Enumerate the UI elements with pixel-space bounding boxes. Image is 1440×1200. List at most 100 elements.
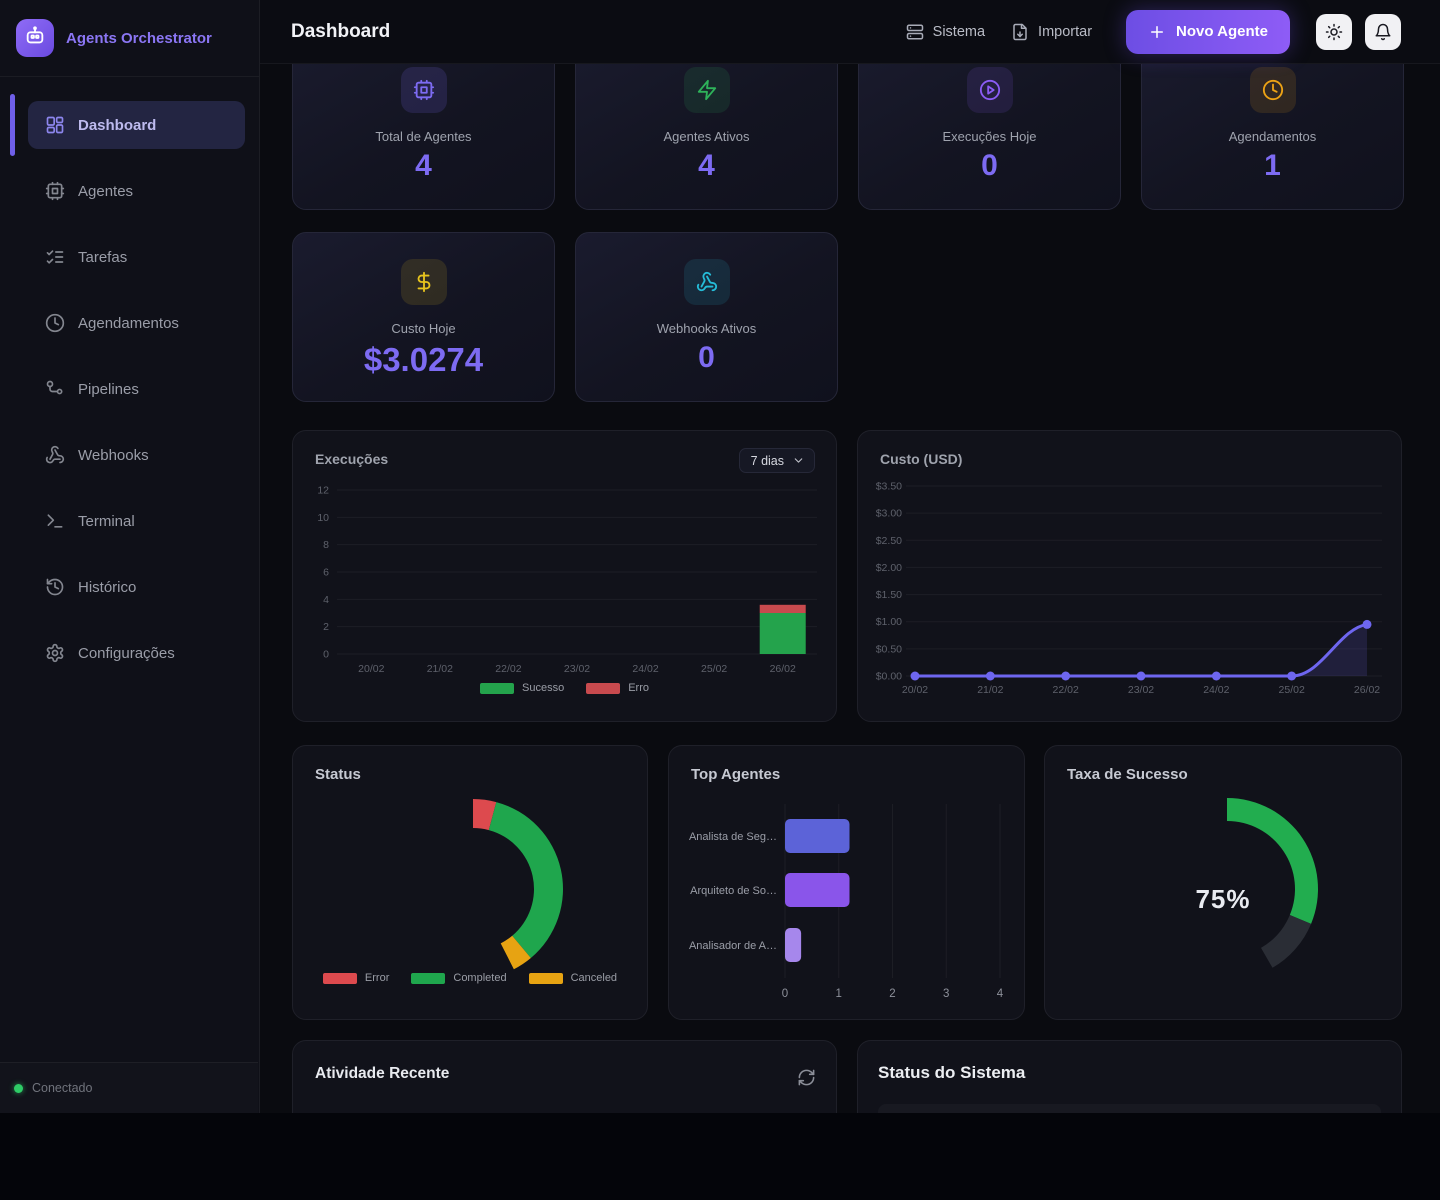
file-download-icon	[1011, 23, 1029, 41]
svg-text:4: 4	[323, 594, 329, 606]
sidebar-item-pipelines[interactable]: Pipelines	[28, 365, 245, 413]
server-icon	[906, 23, 924, 41]
atividade-title: Atividade Recente	[315, 1065, 450, 1082]
cpu-icon	[45, 181, 65, 201]
history-icon	[45, 577, 65, 597]
play-circle-icon	[966, 67, 1013, 113]
svg-text:26/02: 26/02	[770, 663, 796, 675]
stat-label: Execuções Hoje	[942, 129, 1037, 144]
sidebar-item-configuracoes[interactable]: Configurações	[28, 629, 245, 677]
stat-value: 0	[981, 149, 998, 182]
sidebar-item-dashboard[interactable]: Dashboard	[10, 94, 245, 156]
svg-text:$3.50: $3.50	[876, 481, 902, 493]
custo-title: Custo (USD)	[880, 451, 963, 467]
svg-text:22/02: 22/02	[1053, 684, 1079, 696]
stat-value: 0	[698, 341, 715, 374]
sidebar: Agents Orchestrator Dashboard Agentes Ta…	[0, 0, 260, 1113]
chevron-down-icon	[792, 454, 805, 467]
execucoes-chart: 0 2 4 6 8 10 12 20/02 21/02 22/02 23/02 24/02 25/02 2…	[293, 431, 836, 721]
sidebar-item-webhooks[interactable]: Webhooks	[28, 431, 245, 479]
svg-text:6: 6	[323, 567, 329, 579]
sun-icon	[1325, 23, 1343, 41]
webhook-icon	[45, 445, 65, 465]
legend-item: Erro	[586, 682, 649, 694]
main-area: Dashboard Sistema Importar Novo Agente	[260, 0, 1440, 1113]
bell-icon	[1374, 23, 1392, 41]
svg-text:3: 3	[943, 988, 949, 1000]
stat-label: Total de Agentes	[375, 129, 472, 144]
brand-name: Agents Orchestrator	[66, 29, 212, 47]
svg-text:23/02: 23/02	[1128, 684, 1154, 696]
status-sistema-title: Status do Sistema	[878, 1063, 1026, 1082]
webhook-icon	[683, 259, 730, 305]
svg-text:25/02: 25/02	[1279, 684, 1305, 696]
header: Dashboard Sistema Importar Novo Agente	[260, 0, 1440, 64]
refresh-icon	[797, 1068, 816, 1087]
svg-text:$0.00: $0.00	[876, 671, 902, 683]
stat-card-2: Execuções Hoje 0	[858, 40, 1121, 210]
svg-text:Analisador de A…: Analisador de A…	[689, 940, 777, 952]
stat-label: Webhooks Ativos	[656, 321, 757, 336]
svg-text:$1.50: $1.50	[876, 589, 902, 601]
bot-logo-icon	[16, 19, 54, 57]
svg-text:$0.50: $0.50	[876, 643, 902, 655]
importar-button[interactable]: Importar	[1011, 23, 1092, 41]
dashboard-icon	[45, 115, 65, 135]
svg-text:24/02: 24/02	[1203, 684, 1229, 696]
sidebar-item-historico[interactable]: Histórico	[28, 563, 245, 611]
svg-text:12: 12	[317, 485, 329, 497]
svg-text:10: 10	[317, 512, 329, 524]
refresh-button[interactable]	[797, 1068, 816, 1087]
stat-value: $3.0274	[363, 341, 484, 378]
notifications-button[interactable]	[1365, 13, 1401, 50]
svg-text:4: 4	[997, 988, 1004, 1000]
taxa-sucesso-title: Taxa de Sucesso	[1067, 766, 1188, 783]
stat-card-5: Webhooks Ativos 0	[575, 232, 838, 402]
status-donut-chart	[293, 746, 647, 1019]
custo-chart: $0.00 $0.50 $1.00 $1.50 $2.00 $2.50 $3.00 $3.50…	[858, 431, 1401, 721]
sidebar-item-tarefas[interactable]: Tarefas	[28, 233, 245, 281]
top-agentes-panel: 0 1 2 3 4 Analista de Seg… Arquiteto de So… Ana…	[668, 745, 1025, 1020]
execucoes-legend: Sucesso Erro	[293, 682, 836, 694]
plus-icon	[1148, 23, 1166, 41]
sidebar-item-agentes[interactable]: Agentes	[28, 167, 245, 215]
stat-card-0: Total de Agentes 4	[292, 40, 555, 210]
sistema-button[interactable]: Sistema	[906, 23, 985, 41]
app-root: Agents Orchestrator Dashboard Agentes Ta…	[0, 0, 1440, 1113]
svg-text:0: 0	[323, 649, 329, 661]
stat-label: Agentes Ativos	[663, 129, 750, 144]
svg-text:Arquiteto de So…: Arquiteto de So…	[690, 885, 777, 897]
pipeline-icon	[45, 379, 65, 399]
svg-text:Analista de Seg…: Analista de Seg…	[689, 831, 777, 843]
svg-text:25/02: 25/02	[701, 663, 727, 675]
theme-toggle-button[interactable]	[1316, 13, 1352, 50]
taxa-sucesso-value: 75%	[1195, 884, 1251, 914]
legend-item: Error	[322, 972, 389, 984]
stat-card-1: Agentes Ativos 4	[575, 40, 838, 210]
status-sistema-content	[878, 1104, 1381, 1113]
execucoes-title: Execuções	[315, 451, 389, 467]
top-agentes-title: Top Agentes	[691, 766, 781, 783]
range-selector-dropdown[interactable]: 7 dias	[738, 448, 815, 473]
sidebar-item-terminal[interactable]: Terminal	[28, 497, 245, 545]
clock-icon	[1249, 67, 1296, 113]
legend-item: Canceled	[528, 972, 617, 984]
taxa-sucesso-gauge	[1045, 746, 1401, 1019]
svg-text:22/02: 22/02	[495, 663, 521, 675]
svg-text:$2.50: $2.50	[876, 535, 902, 547]
svg-text:24/02: 24/02	[632, 663, 658, 675]
svg-text:20/02: 20/02	[358, 663, 384, 675]
stat-label: Agendamentos	[1228, 129, 1317, 144]
svg-text:0: 0	[782, 988, 788, 1000]
clock-icon	[45, 313, 65, 333]
custo-panel: $0.00 $0.50 $1.00 $1.50 $2.00 $2.50 $3.00 $3.50…	[857, 430, 1402, 722]
header-actions: Sistema Importar Novo Agente	[906, 9, 1401, 54]
dollar-icon	[400, 259, 447, 305]
novo-agente-button[interactable]: Novo Agente	[1126, 9, 1290, 54]
gear-icon	[45, 643, 65, 663]
sidebar-nav: Dashboard Agentes Tarefas Agendamentos P…	[0, 94, 259, 695]
stat-value: 4	[415, 149, 432, 182]
svg-text:2: 2	[889, 988, 895, 1000]
svg-text:20/02: 20/02	[902, 684, 928, 696]
sidebar-item-agendamentos[interactable]: Agendamentos	[28, 299, 245, 347]
